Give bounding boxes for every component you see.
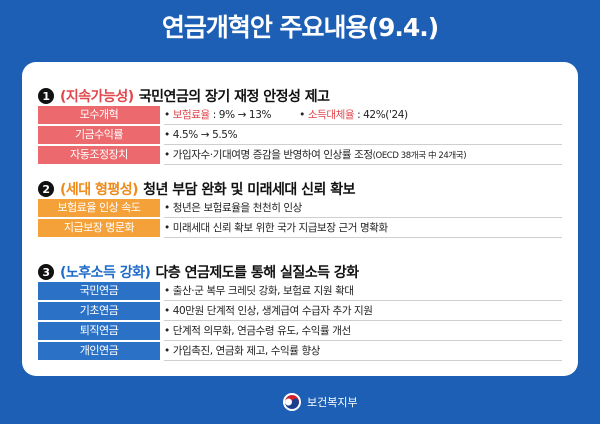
- item-text: 40만원 단계적 인상, 생계급여 수급자 추가 지원: [172, 305, 373, 317]
- item: 가입자수·기대여명 증감을 반영하여 인상률 조정(OECD 38개국 中 24…: [164, 146, 467, 165]
- row-content: 미래세대 신뢰 확보 위한 국가 지급보장 근거 명확화: [164, 219, 562, 238]
- section-number: 1: [38, 88, 54, 104]
- item: 40만원 단계적 인상, 생계급여 수급자 추가 지원: [164, 302, 373, 320]
- row-content: 4.5% → 5.5%: [164, 126, 562, 145]
- logo: [283, 393, 301, 411]
- row-label: 국민연금: [38, 282, 160, 300]
- section-tag: (세대 형평성): [60, 182, 139, 198]
- row-label: 기초연금: [38, 302, 160, 320]
- row-content: 40만원 단계적 인상, 생계급여 수급자 추가 지원: [164, 302, 562, 321]
- item-text: 4.5% → 5.5%: [172, 129, 238, 141]
- item-text: : 42%('24): [354, 109, 408, 121]
- item-text: 미래세대 신뢰 확보 위한 국가 지급보장 근거 명확화: [172, 222, 388, 234]
- section-heading: 2 (세대 형평성) 청년 부담 완화 및 미래세대 신뢰 확보: [38, 179, 356, 199]
- item: 가입촉진, 연금화 제고, 수익률 향상: [164, 342, 321, 360]
- item: 보험료율 : 9% → 13%: [164, 106, 272, 124]
- section-tag: (노후소득 강화): [60, 265, 151, 281]
- section-heading: 1 (지속가능성) 국민연금의 장기 재정 안정성 제고: [38, 86, 330, 106]
- section-number: 3: [38, 264, 54, 280]
- item-note: (OECD 38개국 中 24개국): [372, 151, 467, 161]
- section-heading-text: 국민연금의 장기 재정 안정성 제고: [138, 89, 330, 105]
- row-label: 퇴직연금: [38, 322, 160, 340]
- section-number: 2: [38, 181, 54, 197]
- row-label: 기금수익률: [38, 126, 160, 144]
- row-content: 단계적 의무화, 연금수령 유도, 수익률 개선: [164, 322, 562, 341]
- item-text: 단계적 의무화, 연금수령 유도, 수익률 개선: [172, 325, 351, 337]
- item-text: 출산·군 복무 크레딧 강화, 보험료 지원 확대: [172, 285, 354, 297]
- item-text: 청년은 보험료율을 천천히 인상: [172, 202, 303, 214]
- item: 청년은 보험료율을 천천히 인상: [164, 199, 303, 217]
- item-text: 가입자수·기대여명 증감을 반영하여 인상률 조정: [172, 149, 373, 161]
- row-label: 보험료율 인상 속도: [38, 199, 160, 217]
- footer: 보건복지부: [282, 392, 358, 412]
- row-label: 모수개혁: [38, 106, 160, 124]
- item-text: : 9% → 13%: [209, 109, 272, 121]
- row-content: 출산·군 복무 크레딧 강화, 보험료 지원 확대: [164, 282, 562, 301]
- row-content: 가입촉진, 연금화 제고, 수익률 향상: [164, 342, 562, 361]
- item: 단계적 의무화, 연금수령 유도, 수익률 개선: [164, 322, 351, 340]
- title: 연금개혁안 주요내용(9.4.): [161, 13, 439, 42]
- item: 소득대체율 : 42%('24): [299, 106, 408, 124]
- row-content: 청년은 보험료율을 천천히 인상: [164, 199, 562, 218]
- row-content: 가입자수·기대여명 증감을 반영하여 인상률 조정(OECD 38개국 中 24…: [164, 146, 562, 165]
- section-heading-text: 청년 부담 완화 및 미래세대 신뢰 확보: [143, 182, 356, 198]
- item: 미래세대 신뢰 확보 위한 국가 지급보장 근거 명확화: [164, 219, 388, 237]
- item: 4.5% → 5.5%: [164, 126, 238, 144]
- footer-text: 보건복지부: [307, 396, 358, 409]
- item-key: 소득대체율: [307, 109, 355, 121]
- item-text: 가입촉진, 연금화 제고, 수익률 향상: [172, 345, 321, 357]
- panel: 1(지속가능성)국민연금의 장기 재정 안정성 제고모수개혁보험료율 : 9% …: [22, 62, 578, 376]
- item-key: 보험료율: [172, 109, 210, 121]
- item: 출산·군 복무 크레딧 강화, 보험료 지원 확대: [164, 282, 354, 300]
- section-heading-text: 다층 연금제도를 통해 실질소득 강화: [155, 265, 359, 281]
- row-label: 자동조정장치: [38, 146, 160, 164]
- row-label: 개인연금: [38, 342, 160, 360]
- section-heading: 3 (노후소득 강화) 다층 연금제도를 통해 실질소득 강화: [38, 262, 359, 282]
- section-tag: (지속가능성): [60, 89, 134, 105]
- row-content: 보험료율 : 9% → 13% 소득대체율 : 42%('24): [164, 106, 562, 125]
- row-label: 지급보장 명문화: [38, 219, 160, 237]
